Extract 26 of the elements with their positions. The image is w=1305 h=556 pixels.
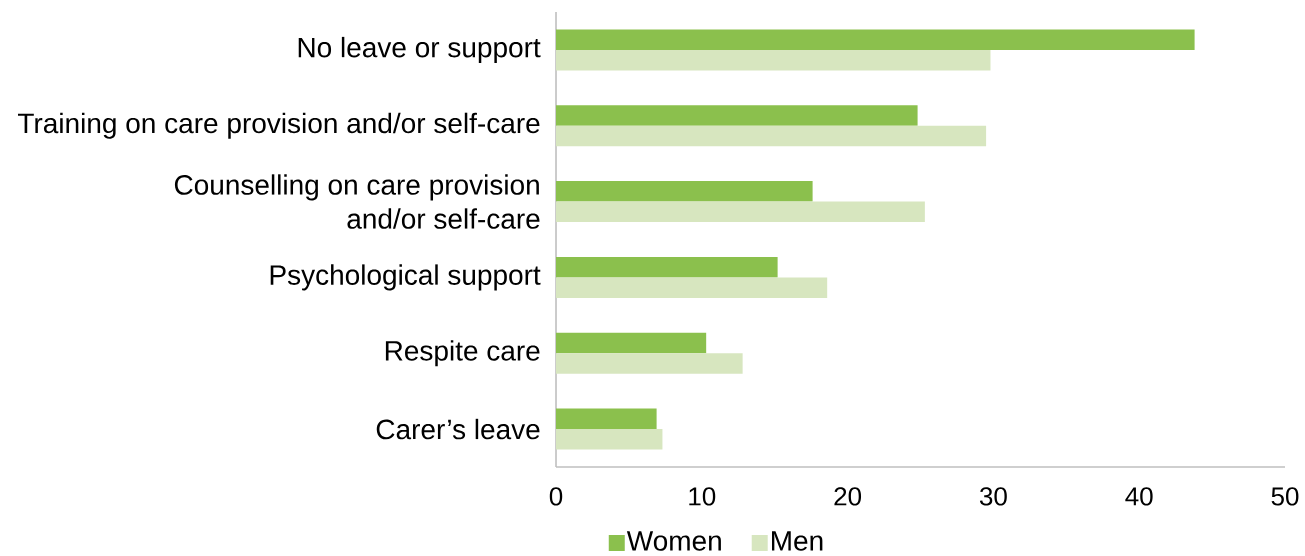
bar <box>556 29 1195 50</box>
bar <box>556 256 778 278</box>
bar <box>556 49 991 71</box>
bar <box>556 353 743 374</box>
y-tick-label: Respite care <box>385 340 540 367</box>
bar <box>556 277 828 298</box>
bar <box>556 332 707 354</box>
y-tick-label: Psychological support <box>270 264 541 291</box>
bar <box>556 201 925 223</box>
bar <box>556 125 987 147</box>
x-tick-label: 10 <box>689 487 716 506</box>
y-tick-label: Counselling on care provision and/or self-care <box>174 174 540 229</box>
bar <box>556 429 663 450</box>
legend-label: Men <box>772 531 823 551</box>
bar <box>556 181 813 202</box>
x-tick-label: 20 <box>834 487 862 506</box>
y-tick-label: Carer’s leave <box>376 418 540 440</box>
y-tick-label: Training on care provision and/or self-care <box>18 112 540 139</box>
bar <box>556 408 657 430</box>
x-tick-label: 30 <box>979 487 1007 506</box>
x-tick-label: 0 <box>549 487 563 506</box>
y-tick-label: No leave or support <box>298 36 541 63</box>
legend-label: Women <box>626 531 721 551</box>
bar <box>556 105 918 126</box>
x-tick-label: 40 <box>1125 487 1153 506</box>
x-tick-label: 50 <box>1271 487 1299 506</box>
